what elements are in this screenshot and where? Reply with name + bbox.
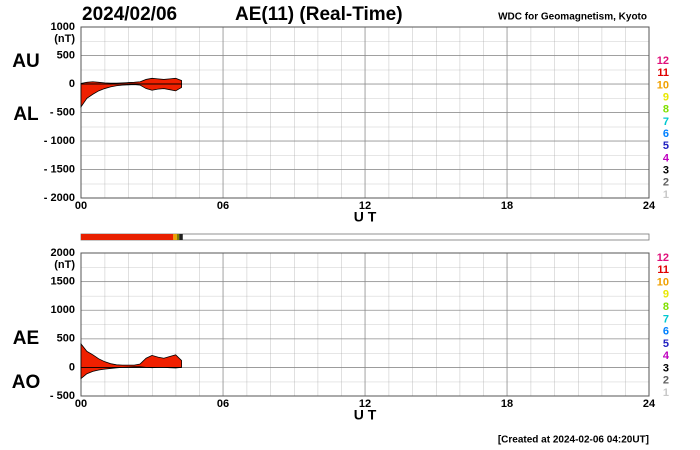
station-key: 6: [663, 128, 669, 140]
date: 2024/02/06: [82, 4, 177, 25]
y-tick-label: 1000: [51, 21, 75, 33]
y-tick-label: 1000: [51, 304, 75, 316]
area: [80, 83, 182, 109]
station-key: 10: [657, 79, 669, 91]
y-tick-label: - 500: [50, 106, 75, 118]
station-key: 3: [663, 362, 669, 374]
y-tick-label: 0: [69, 78, 75, 90]
x-tick-label: 24: [643, 200, 656, 212]
x-tick-label: 06: [217, 200, 229, 212]
y-tick-label: - 500: [50, 390, 75, 402]
plot-frame: [80, 26, 650, 199]
coverage-segment: [179, 234, 183, 240]
station-key: 4: [663, 152, 670, 164]
station-key: 12: [657, 252, 669, 264]
station-key: 1: [663, 189, 669, 201]
y-tick-label: 500: [57, 49, 75, 61]
station-key: 6: [663, 326, 669, 338]
x-tick-label: 18: [501, 200, 513, 212]
coverage-segment: [81, 234, 174, 240]
unit-label: (nT): [54, 259, 75, 271]
area: [80, 342, 182, 368]
station-key: 7: [663, 313, 669, 325]
series-label: AU: [12, 51, 39, 72]
coverage-segment: [176, 234, 180, 240]
station-key: 7: [663, 116, 669, 128]
station-key: 4: [663, 350, 670, 362]
series-label: AE: [13, 328, 39, 349]
y-tick-label: 0: [69, 361, 75, 373]
station-key: 10: [657, 276, 669, 288]
series-label: AL: [13, 104, 39, 125]
station-key: 9: [663, 289, 669, 301]
coverage-segment: [173, 234, 177, 240]
x-tick-label: 00: [75, 398, 87, 410]
station-key: 2: [663, 375, 669, 387]
station-key: 2: [663, 177, 669, 189]
x-tick-label: 06: [217, 398, 229, 410]
station-key: 3: [663, 165, 669, 177]
y-tick-label: - 1000: [44, 135, 75, 147]
x-tick-label: 00: [75, 200, 87, 212]
plot-frame: [80, 252, 650, 397]
y-tick-label: - 2000: [44, 192, 75, 204]
series-label: AO: [12, 372, 41, 393]
x-axis-label: U T: [354, 209, 377, 225]
credit: WDC for Geomagnetism, Kyoto: [498, 12, 647, 23]
station-key: 8: [663, 104, 669, 116]
x-tick-label: 18: [501, 398, 513, 410]
station-key: 8: [663, 301, 669, 313]
station-key: 12: [657, 55, 669, 67]
x-tick-label: 12: [359, 200, 371, 212]
x-tick-label: 24: [643, 398, 656, 410]
y-tick-label: 500: [57, 333, 75, 345]
area: [80, 77, 182, 85]
station-key: 11: [657, 264, 669, 276]
y-tick-label: 2000: [51, 247, 75, 259]
x-tick-label: 12: [359, 398, 371, 410]
chart-title: AE(11) (Real-Time): [235, 4, 403, 25]
unit-label: (nT): [54, 33, 75, 45]
station-key: 5: [663, 338, 669, 350]
station-key: 1: [663, 387, 669, 399]
x-axis-label: U T: [354, 407, 377, 423]
station-key: 11: [657, 67, 669, 79]
y-tick-label: - 1500: [44, 163, 75, 175]
y-tick-label: 1500: [51, 276, 75, 288]
footer: [Created at 2024-02-06 04:20UT]: [498, 435, 649, 446]
station-key: 9: [663, 91, 669, 103]
station-key: 5: [663, 140, 669, 152]
